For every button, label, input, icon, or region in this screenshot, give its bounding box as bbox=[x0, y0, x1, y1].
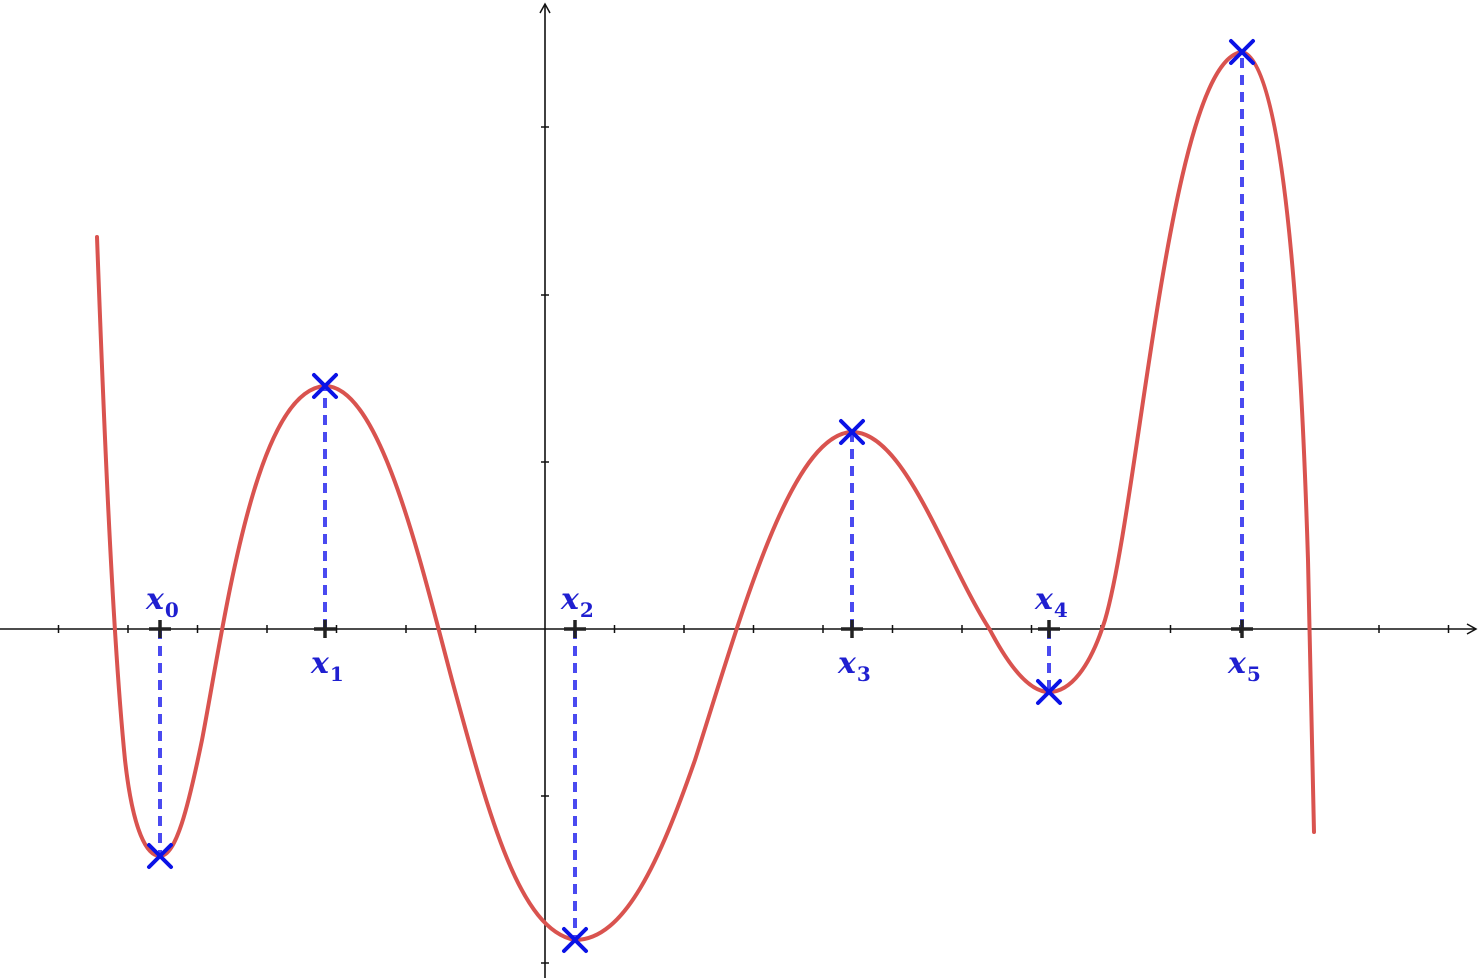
point-label: x5 bbox=[1227, 646, 1261, 686]
y-axis-ticks bbox=[541, 126, 549, 964]
extremum-marker-min bbox=[1036, 679, 1062, 705]
axis-plus-mark bbox=[314, 620, 336, 638]
axis-plus-mark bbox=[1231, 620, 1253, 638]
axis-plus-mark bbox=[149, 620, 171, 638]
extremum-markers bbox=[147, 39, 1255, 953]
point-label-var: x bbox=[145, 582, 165, 617]
extremum-marker-max bbox=[1229, 39, 1255, 65]
point-label-subscript: 5 bbox=[1247, 662, 1261, 686]
point-label-var: x bbox=[1034, 582, 1054, 617]
function-curve bbox=[95, 50, 1316, 942]
axis-cross-marks bbox=[149, 620, 1253, 638]
dashed-drop-lines bbox=[158, 52, 1244, 940]
point-label-subscript: 3 bbox=[857, 662, 871, 686]
point-label-var: x bbox=[310, 646, 330, 681]
extremum-marker-min bbox=[147, 843, 173, 869]
extremum-marker-min bbox=[562, 927, 588, 953]
point-label: x2 bbox=[560, 582, 594, 622]
extremum-marker-max bbox=[312, 373, 338, 399]
point-label: x0 bbox=[145, 582, 179, 622]
axis-plus-mark bbox=[841, 620, 863, 638]
point-label-var: x bbox=[560, 582, 580, 617]
point-label-var: x bbox=[837, 646, 857, 681]
axis-plus-mark bbox=[1038, 620, 1060, 638]
point-label-subscript: 4 bbox=[1054, 598, 1068, 622]
point-label: x4 bbox=[1034, 582, 1068, 622]
point-label-subscript: 0 bbox=[165, 598, 179, 622]
point-label: x3 bbox=[837, 646, 871, 686]
axis-plus-mark bbox=[564, 620, 586, 638]
point-label-subscript: 2 bbox=[580, 598, 594, 622]
x-axis-ticks bbox=[57, 625, 1450, 633]
extremum-marker-max bbox=[839, 419, 865, 445]
point-label: x1 bbox=[310, 646, 344, 686]
point-label-subscript: 1 bbox=[330, 662, 344, 686]
point-label-var: x bbox=[1227, 646, 1247, 681]
